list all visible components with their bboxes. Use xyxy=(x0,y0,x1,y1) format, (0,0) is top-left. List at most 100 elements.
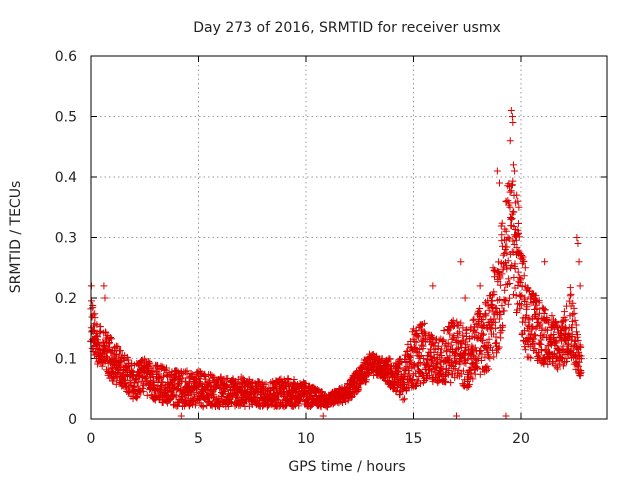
data-point xyxy=(101,294,109,302)
data-point xyxy=(520,272,528,280)
data-point xyxy=(566,284,574,292)
data-point xyxy=(418,336,426,344)
data-point xyxy=(108,335,116,343)
data-point xyxy=(540,305,547,313)
data-point xyxy=(512,236,520,244)
data-point xyxy=(504,257,512,265)
data-point xyxy=(515,229,523,237)
data-point xyxy=(568,332,576,340)
data-point xyxy=(562,325,570,333)
data-point xyxy=(486,325,494,333)
data-point xyxy=(160,372,168,380)
data-point xyxy=(453,345,461,353)
data-point xyxy=(511,260,519,268)
data-point xyxy=(506,137,514,145)
data-point xyxy=(516,304,524,312)
data-point xyxy=(482,312,490,320)
axis-ticks: 0 0.1 0.2 0.3 0.4 0.5 0.6 0 5 10 15 20 xyxy=(55,49,607,447)
data-point xyxy=(428,358,436,366)
data-point xyxy=(521,318,529,326)
data-point xyxy=(149,366,157,374)
data-point xyxy=(473,363,481,371)
data-point xyxy=(237,373,245,381)
data-point xyxy=(575,258,583,266)
data-point xyxy=(494,278,502,286)
data-point xyxy=(572,321,580,329)
data-point xyxy=(236,383,244,391)
data-point xyxy=(262,380,270,388)
data-point xyxy=(517,292,525,300)
data-point xyxy=(485,335,493,343)
data-point xyxy=(554,365,562,373)
data-point xyxy=(485,351,493,359)
data-point xyxy=(450,322,458,330)
data-point xyxy=(502,412,510,420)
data-point xyxy=(464,356,472,364)
data-point xyxy=(417,321,425,329)
data-point xyxy=(439,336,447,344)
data-point xyxy=(393,369,401,377)
data-point xyxy=(544,326,552,334)
data-point xyxy=(575,351,583,359)
data-point xyxy=(531,345,539,353)
data-point xyxy=(520,257,528,265)
data-point xyxy=(416,359,424,367)
data-point xyxy=(354,385,362,393)
data-point xyxy=(529,323,537,331)
data-point xyxy=(452,350,460,358)
data-point xyxy=(531,311,539,319)
data-point xyxy=(502,227,510,235)
data-point xyxy=(511,167,519,175)
data-point xyxy=(290,375,298,383)
data-point xyxy=(406,353,414,361)
data-point xyxy=(409,375,417,383)
data-point xyxy=(457,319,465,327)
data-point xyxy=(548,320,556,328)
data-point xyxy=(444,371,452,379)
x-tick-label: 5 xyxy=(194,431,203,447)
y-tick-label: 0.6 xyxy=(55,49,77,65)
data-point xyxy=(438,337,446,345)
data-point xyxy=(295,402,303,410)
data-point xyxy=(540,310,548,318)
data-point xyxy=(486,354,494,362)
data-point xyxy=(426,362,434,370)
data-point xyxy=(408,377,416,385)
data-point xyxy=(386,355,394,363)
data-point xyxy=(426,353,434,361)
data-point xyxy=(513,191,521,199)
data-point xyxy=(430,355,438,363)
data-point xyxy=(446,330,454,338)
data-point xyxy=(107,333,115,341)
data-point xyxy=(356,380,364,388)
data-point xyxy=(455,366,463,374)
data-point xyxy=(412,382,420,390)
data-point xyxy=(200,371,208,379)
data-point xyxy=(362,376,370,384)
data-point xyxy=(450,332,458,340)
data-point xyxy=(514,268,522,276)
data-point xyxy=(507,187,515,195)
data-point xyxy=(476,370,484,378)
data-point xyxy=(496,179,503,187)
data-point xyxy=(514,197,522,205)
data-point xyxy=(531,301,539,309)
data-point xyxy=(480,330,488,338)
data-point xyxy=(477,356,485,364)
data-point xyxy=(452,336,460,344)
data-point xyxy=(139,387,147,395)
data-point xyxy=(489,264,497,272)
x-tick-label: 15 xyxy=(405,431,423,447)
data-point xyxy=(411,337,419,345)
data-point xyxy=(394,361,402,369)
data-point xyxy=(488,303,496,311)
data-point xyxy=(431,339,439,347)
x-axis-label: GPS time / hours xyxy=(288,459,405,475)
data-point xyxy=(459,367,467,375)
data-point xyxy=(169,392,177,400)
data-point xyxy=(89,302,97,310)
data-point xyxy=(503,265,511,273)
data-point xyxy=(515,233,523,241)
data-point xyxy=(468,342,476,350)
data-point xyxy=(515,203,523,211)
